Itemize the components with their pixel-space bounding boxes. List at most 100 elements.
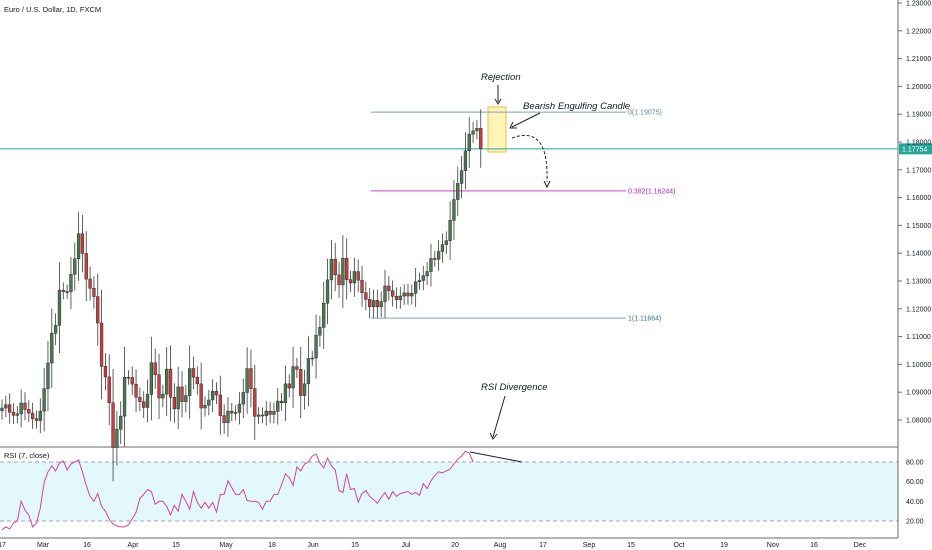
rsi-divergence-arrow [492, 395, 506, 438]
candle-body [318, 327, 322, 336]
candle-body [134, 383, 138, 398]
candle-body [99, 322, 104, 367]
candle-body [157, 374, 161, 399]
rsi-tick-label: 80.00 [906, 460, 924, 467]
time-tick-label: 16 [83, 542, 91, 549]
price-tick-label: 1.20000 [906, 84, 931, 91]
candle-body [295, 366, 299, 370]
candle-body [233, 412, 238, 414]
chart-title: Euro / U.S. Dollar, 1D, FXCM [4, 5, 101, 14]
candle-body [471, 130, 475, 135]
candle-body [230, 410, 234, 414]
candle-body [222, 415, 226, 424]
candle-body [345, 257, 349, 280]
price-tick-label: 1.22000 [906, 28, 931, 35]
candle-body [417, 280, 422, 283]
candle-body [61, 289, 65, 292]
candle-body [30, 412, 35, 419]
candle-body [249, 368, 253, 389]
candle-body [440, 244, 445, 252]
candle-body [268, 410, 272, 415]
time-tick-label: 15 [172, 542, 180, 549]
candle-body [379, 301, 383, 308]
candle-body [333, 259, 337, 276]
time-tick-label: Jun [307, 542, 318, 549]
price-tick-label: 1.18000 [906, 140, 931, 147]
candle-body [433, 258, 437, 260]
candle-body [245, 368, 249, 393]
candle-body [348, 279, 353, 284]
candle-body [211, 391, 215, 401]
candle-body [371, 300, 376, 308]
candle-body [283, 383, 288, 404]
candle-body [364, 292, 368, 300]
fib-label-1: 1(1.11664) [628, 316, 661, 323]
candle-body [429, 258, 433, 272]
candle-body [448, 220, 452, 241]
rejection-annotation: Rejection [481, 72, 521, 83]
rsi-band [0, 462, 898, 521]
candle-body [394, 296, 399, 300]
candle-body [218, 394, 222, 416]
candle-body [413, 281, 418, 294]
rsi-label: RSI (7, close) [4, 451, 50, 460]
candle-body [38, 410, 42, 421]
candle-body [126, 376, 131, 379]
candle-body [329, 259, 334, 281]
candle-body [356, 271, 360, 281]
candle-body [8, 404, 12, 413]
candle-body [23, 402, 27, 410]
candle-body [0, 407, 4, 412]
candle-body [172, 396, 176, 410]
candle-body [276, 400, 280, 412]
candle-body [145, 394, 150, 408]
candle-body [375, 300, 379, 308]
time-tick-label: 16 [810, 542, 818, 549]
candle-body [214, 391, 219, 396]
candle-body [107, 376, 111, 404]
price-tick-label: 1.23000 [906, 1, 931, 8]
candle-body [306, 358, 311, 385]
price-axis-ticks: 1.23000 1.22000 1.21000 1.20000 1.19000 1.180… [898, 1, 931, 425]
price-tick-label: 1.10000 [906, 362, 931, 369]
price-tick-label: 1.16000 [906, 195, 931, 202]
candle-body [436, 251, 441, 260]
price-tick-label: 1.19000 [906, 112, 931, 119]
candle-body [425, 271, 429, 276]
candle-body [130, 377, 134, 385]
candle-body [27, 409, 31, 414]
candle-body [325, 279, 330, 304]
candle-body [253, 388, 257, 417]
candle-body [80, 233, 85, 254]
price-tick-label: 1.17000 [906, 167, 931, 174]
candle-body [122, 376, 127, 417]
candle-body [360, 279, 364, 293]
candle-body [337, 274, 341, 286]
candle-body [168, 368, 173, 398]
candle-body [226, 410, 230, 424]
candle-body [199, 383, 203, 409]
candle-body [191, 368, 196, 378]
time-tick-label: 15 [351, 542, 359, 549]
candle-body [241, 392, 245, 405]
candles-group [0, 109, 483, 482]
candle-body [387, 285, 391, 291]
candle-body [302, 383, 307, 396]
rsi-tick-label: 40.00 [906, 499, 924, 506]
candle-body [368, 299, 372, 308]
candle-body [467, 133, 471, 152]
time-tick-label: Apr [128, 542, 140, 549]
time-axis-ticks: 17 Mar 16 Apr 15 May 18 Jun 15 Jul 20 Aug 17 Sep 15 Oct… [0, 542, 867, 549]
candle-body [76, 233, 81, 260]
rsi-axis-ticks: 80.00 60.00 40.00 20.00 [906, 460, 924, 526]
price-tick-label: 1.08000 [906, 418, 931, 425]
time-tick-label: Mar [37, 542, 50, 549]
rejection-arrowhead [494, 98, 502, 105]
time-tick-label: 18 [268, 542, 276, 549]
fib-label-0: 0(1.19075) [628, 110, 662, 117]
candle-body [161, 393, 165, 399]
candle-body [57, 289, 62, 326]
candle-body [119, 415, 123, 430]
bearish-arrowhead [509, 121, 517, 129]
